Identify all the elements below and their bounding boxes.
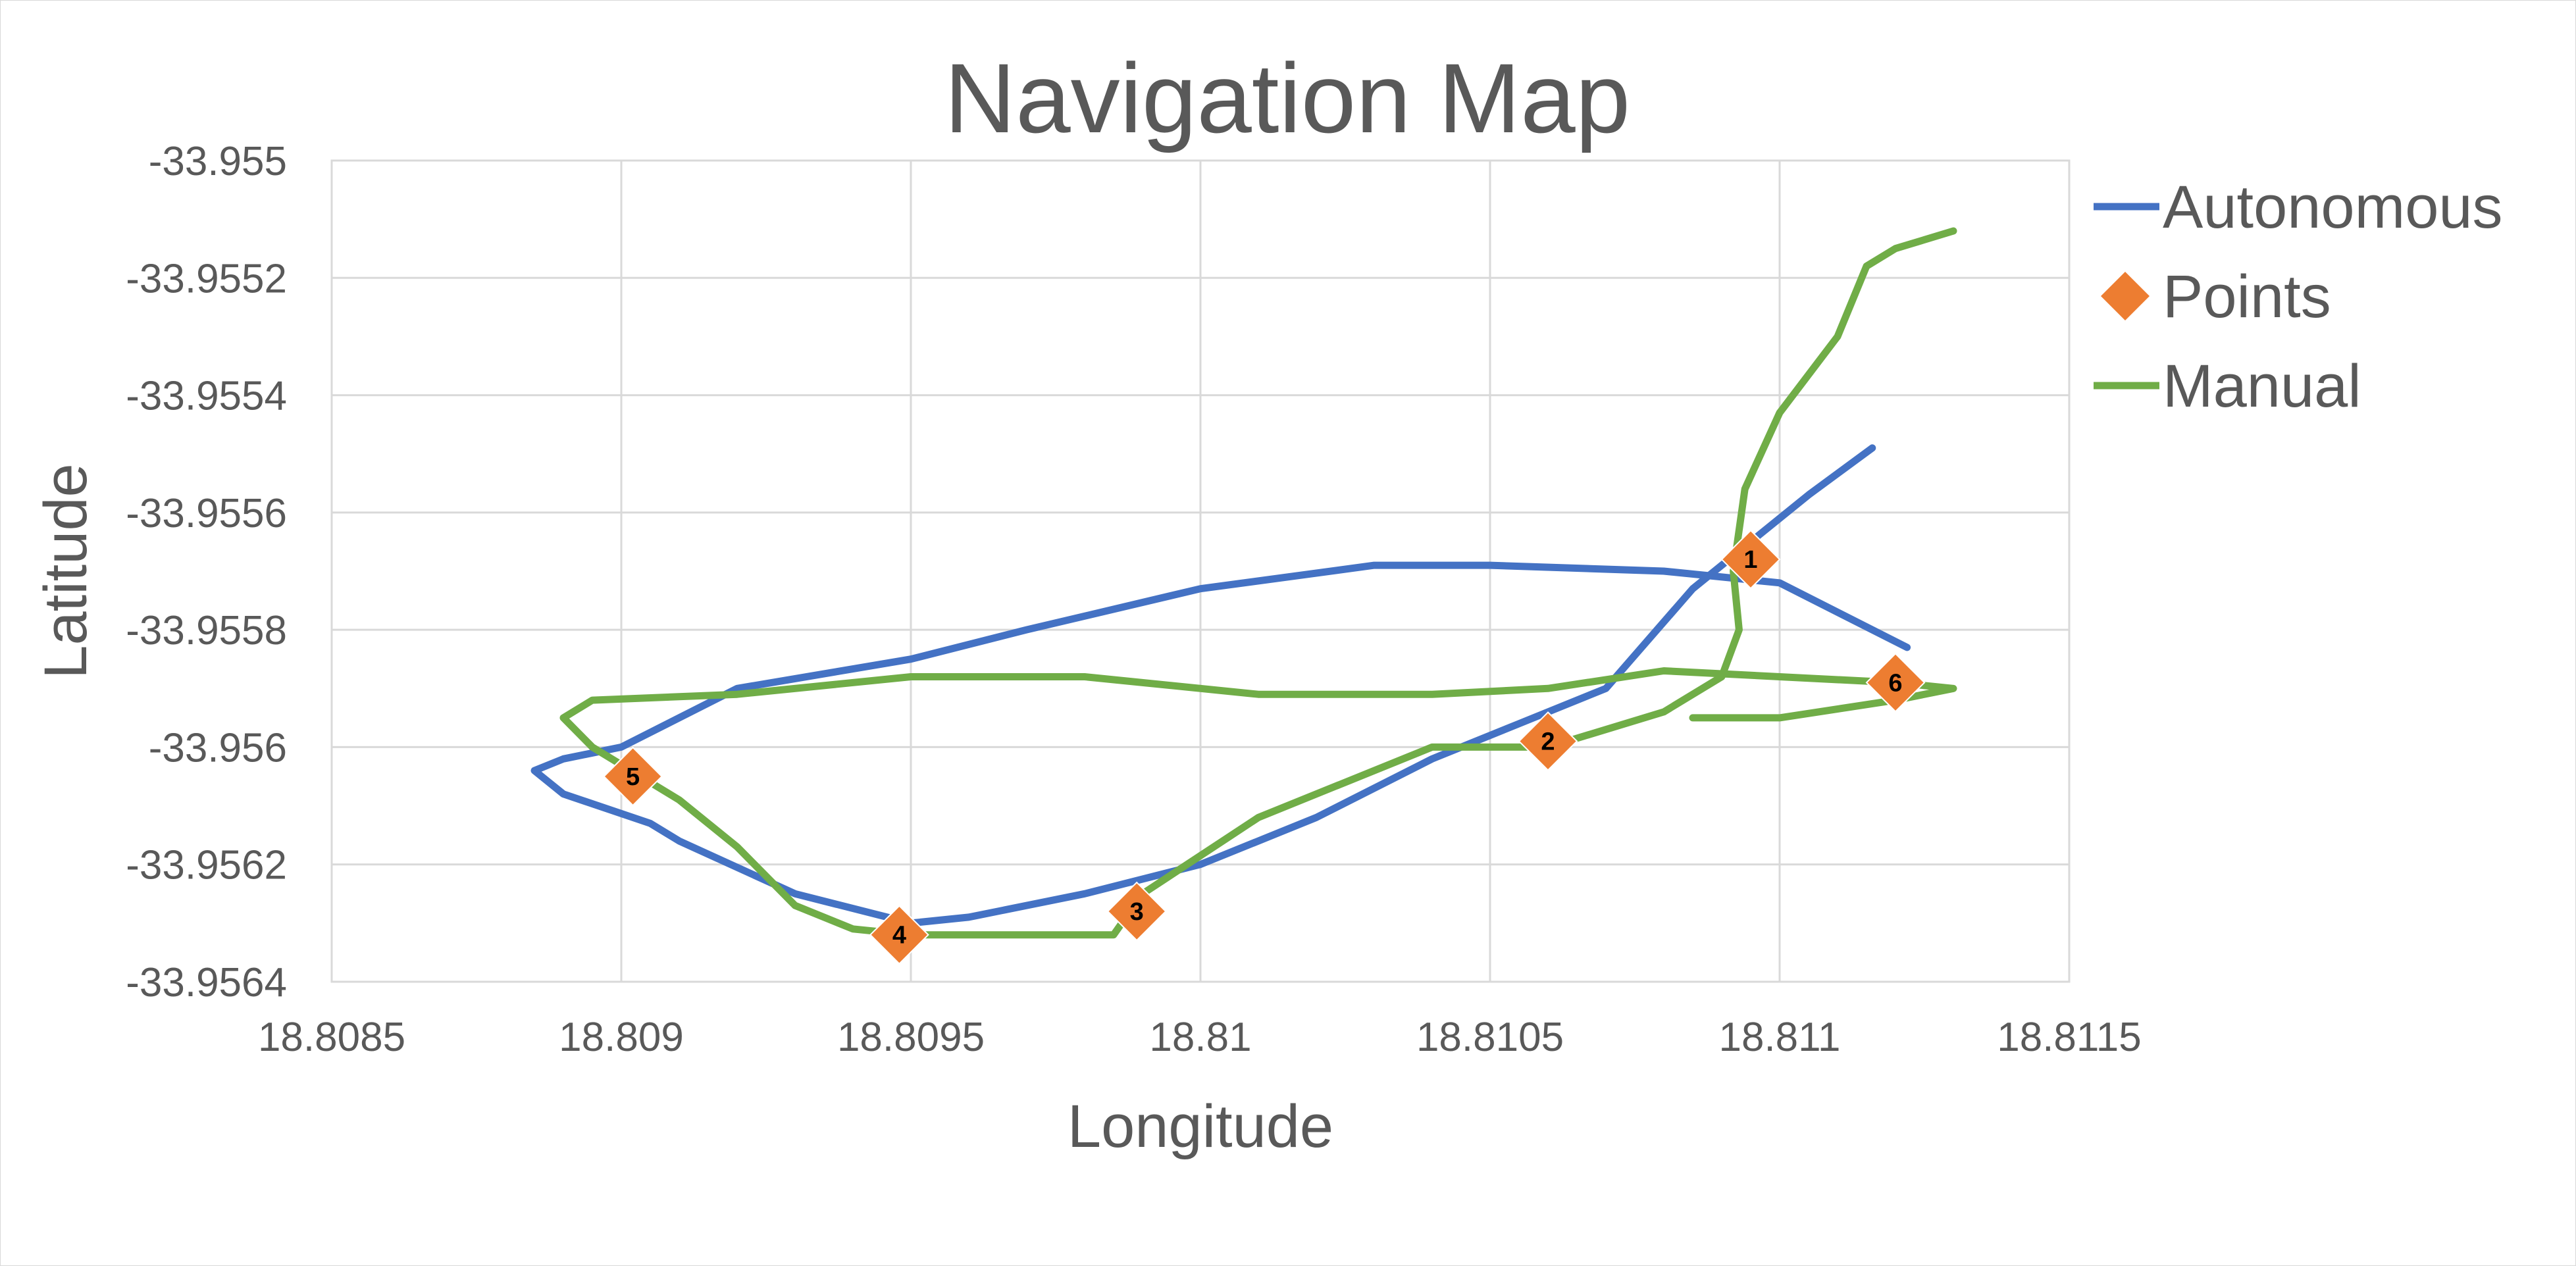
point-marker-diamond	[1518, 711, 1578, 771]
tick-labels: 18.8085 18.809 18.8095 18.81 18.8105 18.811 18…	[126, 139, 2142, 1060]
manual-series-line	[559, 227, 1957, 939]
legend-points-swatch	[2101, 272, 2150, 320]
point-marker-3: 3	[1106, 881, 1167, 942]
point-marker-label: 3	[1130, 898, 1144, 926]
x-tick-label: 18.811	[1718, 1015, 1840, 1060]
plot-area-border	[330, 159, 2071, 983]
y-axis-title: Latitude	[32, 463, 99, 678]
chart-title: Navigation Map	[944, 43, 1630, 153]
point-marker-diamond	[1865, 652, 1926, 713]
x-tick-label: 18.8105	[1416, 1015, 1564, 1060]
point-marker-1: 1	[1720, 529, 1781, 590]
y-tick-label: -33.9556	[126, 491, 287, 536]
autonomous-series-line	[530, 444, 1911, 927]
y-tick-label: -33.955	[149, 139, 287, 184]
point-marker-label: 2	[1541, 728, 1555, 756]
y-tick-label: -33.956	[149, 725, 287, 771]
legend-autonomous-label: Autonomous	[2163, 174, 2503, 241]
x-tick-label: 18.8115	[1997, 1015, 2142, 1060]
x-tick-label: 18.81	[1149, 1015, 1251, 1060]
point-marker-4: 4	[869, 905, 929, 965]
y-tick-label: -33.9562	[126, 843, 287, 888]
point-marker-diamond	[1106, 881, 1167, 942]
legend: Autonomous Points Manual	[2094, 174, 2503, 420]
point-marker-label: 1	[1743, 546, 1757, 574]
gridlines	[332, 161, 2069, 982]
y-tick-label: -33.9554	[126, 374, 287, 419]
series-layer	[530, 227, 1957, 939]
x-axis-title: Longitude	[1068, 1093, 1333, 1160]
y-tick-label: -33.9558	[126, 608, 287, 653]
point-marker-2: 2	[1518, 711, 1578, 771]
point-marker-diamond	[869, 905, 929, 965]
marker-layer: 1 2 3 4 5 6	[603, 529, 1926, 965]
y-tick-label: -33.9564	[126, 960, 287, 1005]
point-marker-5: 5	[603, 746, 663, 807]
x-tick-label: 18.8095	[837, 1015, 985, 1060]
legend-points-label: Points	[2163, 263, 2331, 330]
legend-manual-label: Manual	[2163, 353, 2361, 420]
x-tick-label: 18.809	[559, 1015, 684, 1060]
x-tick-label: 18.8085	[258, 1015, 405, 1060]
point-marker-label: 6	[1888, 669, 1902, 697]
point-marker-label: 5	[626, 763, 640, 791]
point-marker-diamond	[603, 746, 663, 807]
point-marker-diamond	[1720, 529, 1781, 590]
point-marker-6: 6	[1865, 652, 1926, 713]
y-tick-label: -33.9552	[126, 256, 287, 301]
point-marker-label: 4	[892, 922, 906, 950]
